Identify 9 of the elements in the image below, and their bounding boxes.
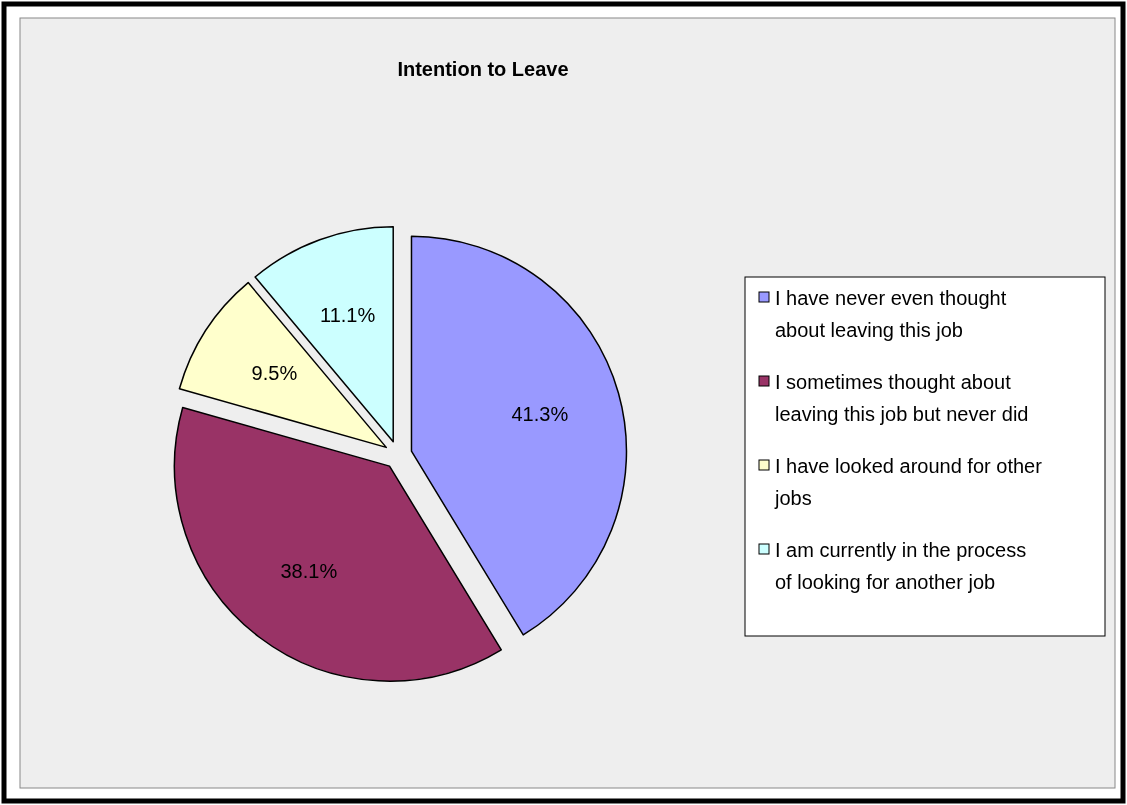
legend-label: I have never even thought about leaving this job [775, 287, 1007, 341]
data-label: 38.1% [280, 559, 338, 582]
data-label: 9.5% [251, 362, 298, 385]
legend-label: I sometimes thought about leaving this job but never did [775, 371, 1029, 425]
data-label: 41.3% [511, 402, 569, 425]
chart-title: Intention to Leave [397, 58, 569, 80]
legend-label: I have looked around for other jobs [774, 455, 1043, 509]
legend-label: I am currently in the process of looking for another job [775, 539, 1027, 593]
data-label: 11.1% [320, 303, 376, 326]
